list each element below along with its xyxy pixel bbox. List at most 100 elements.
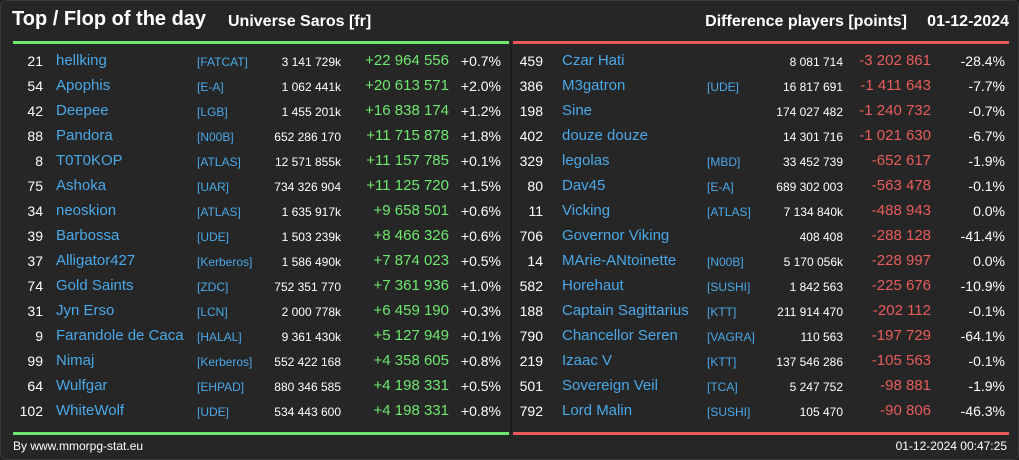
player-points: 2 000 778k (281, 305, 341, 319)
player-points: 5 170 056k (783, 255, 843, 269)
alliance-tag-link[interactable]: [E-A] (707, 180, 734, 194)
alliance-tag-link[interactable]: [KTT] (707, 355, 737, 369)
player-name-link[interactable]: legolas (562, 152, 610, 169)
player-name-link[interactable]: Czar Hati (562, 52, 625, 69)
player-points: 1 503 239k (281, 230, 341, 244)
flop-row: 706 Governor Viking 408 408 -288 128 -41.4% (513, 223, 1013, 248)
alliance-tag-link[interactable]: [Kerberos] (197, 355, 253, 369)
player-name-link[interactable]: Gold Saints (56, 277, 134, 294)
percent-change: -10.9% (960, 278, 1005, 294)
flop-row: 790 Chancellor Seren [VAGRA] 110 563 -197 72… (513, 323, 1013, 348)
alliance-tag-link[interactable]: [SUSHI] (707, 280, 751, 294)
alliance-tag-link[interactable]: [LGB] (197, 105, 228, 119)
player-points: 689 302 003 (776, 180, 843, 194)
alliance-tag-link[interactable]: [UAR] (197, 180, 230, 194)
alliance-tag-link[interactable]: [LCN] (197, 305, 228, 319)
player-rank: 582 (519, 278, 543, 294)
player-name-link[interactable]: MArie-ANtoinette (562, 252, 677, 269)
points-difference: -105 563 (871, 352, 931, 369)
alliance-tag-link[interactable]: [UDE] (197, 405, 230, 419)
points-difference: +4 198 331 (373, 377, 450, 394)
player-name-link[interactable]: Lord Malin (562, 402, 633, 419)
player-name-link[interactable]: Apophis (56, 77, 111, 94)
top-players-list: 21 hellking [FATCAT] 3 141 729k +22 964 556 +… (9, 48, 509, 423)
percent-change: +0.6% (460, 203, 501, 219)
player-name-link[interactable]: Sine (562, 102, 593, 119)
page-title: Top / Flop of the day (12, 8, 207, 30)
top-row: 9 Farandole de Caca [HALAL] 9 361 430k +5 12… (9, 323, 509, 348)
percent-change: -0.7% (968, 103, 1005, 119)
alliance-tag-link[interactable]: [ATLAS] (707, 205, 751, 219)
player-name-link[interactable]: Governor Viking (562, 227, 670, 244)
player-name-link[interactable]: Jyn Erso (56, 302, 115, 319)
player-rank: 329 (519, 153, 543, 169)
top-accent-bar (13, 41, 509, 44)
player-rank: 198 (519, 103, 543, 119)
player-name-link[interactable]: neoskion (56, 202, 117, 219)
points-difference: +6 459 190 (373, 302, 450, 319)
player-name-link[interactable]: Alligator427 (56, 252, 136, 269)
player-rank: 74 (27, 278, 43, 294)
player-points: 3 141 729k (281, 55, 341, 69)
alliance-tag-link[interactable]: [N00B] (197, 130, 234, 144)
player-name-link[interactable]: Wulfgar (56, 377, 108, 394)
player-name-link[interactable]: Captain Sagittarius (562, 302, 689, 319)
alliance-tag-link[interactable]: [SUSHI] (707, 405, 751, 419)
alliance-tag-link[interactable]: [Kerberos] (197, 255, 253, 269)
player-name-link[interactable]: douze douze (562, 127, 648, 144)
player-name-link[interactable]: hellking (56, 52, 107, 69)
alliance-tag-link[interactable]: [N00B] (707, 255, 744, 269)
percent-change: -0.1% (968, 353, 1005, 369)
player-points: 652 286 170 (274, 130, 341, 144)
player-name-link[interactable]: Dav45 (562, 177, 606, 194)
top-row: 54 Apophis [E-A] 1 062 441k +20 613 571 +2.0% (9, 73, 509, 98)
player-rank: 64 (27, 378, 43, 394)
player-points: 1 455 201k (281, 105, 341, 119)
player-name-link[interactable]: Farandole de Caca (56, 327, 184, 344)
player-rank: 80 (527, 178, 543, 194)
alliance-tag-link[interactable]: [TCA] (707, 380, 738, 394)
alliance-tag-link[interactable]: [HALAL] (197, 330, 242, 344)
percent-change: -6.7% (968, 128, 1005, 144)
points-difference: +7 874 023 (373, 252, 450, 269)
player-name-link[interactable]: Izaac V (562, 352, 613, 369)
alliance-tag-link[interactable]: [ZDC] (197, 280, 229, 294)
player-name-link[interactable]: Ashoka (56, 177, 107, 194)
alliance-tag-link[interactable]: [ATLAS] (197, 155, 241, 169)
percent-change: +0.3% (460, 303, 501, 319)
player-name-link[interactable]: Sovereign Veil (562, 377, 658, 394)
alliance-tag-link[interactable]: [EHPAD] (197, 380, 245, 394)
top-row: 74 Gold Saints [ZDC] 752 351 770 +7 361 936 +… (9, 273, 509, 298)
points-difference: -225 676 (871, 277, 931, 294)
alliance-tag-link[interactable]: [UDE] (707, 80, 740, 94)
top-row: 75 Ashoka [UAR] 734 326 904 +11 125 720 +1.5% (9, 173, 509, 198)
alliance-tag-link[interactable]: [FATCAT] (197, 55, 248, 69)
alliance-tag-link[interactable]: [E-A] (197, 80, 224, 94)
alliance-tag-link[interactable]: [UDE] (197, 230, 230, 244)
player-points: 1 842 563 (789, 280, 843, 294)
points-difference: +4 358 605 (373, 352, 450, 369)
top-row: 88 Pandora [N00B] 652 286 170 +11 715 878 +1.… (9, 123, 509, 148)
player-name-link[interactable]: WhiteWolf (56, 402, 125, 419)
alliance-tag-link[interactable]: [VAGRA] (707, 330, 755, 344)
player-name-link[interactable]: T0T0KOP (56, 152, 123, 169)
player-name-link[interactable]: Deepee (56, 102, 109, 119)
footer-timestamp: 01-12-2024 00:47:25 (895, 439, 1007, 453)
player-name-link[interactable]: Nimaj (56, 352, 95, 369)
flop-row: 14 MArie-ANtoinette [N00B] 5 170 056k -228 9… (513, 248, 1013, 273)
alliance-tag-link[interactable]: [MBD] (707, 155, 741, 169)
player-name-link[interactable]: Pandora (56, 127, 113, 144)
points-difference: -202 112 (872, 302, 931, 319)
player-name-link[interactable]: M3gatron (562, 77, 626, 94)
player-rank: 102 (19, 403, 43, 419)
player-name-link[interactable]: Horehaut (562, 277, 624, 294)
alliance-tag-link[interactable]: [ATLAS] (197, 205, 241, 219)
points-difference: -563 478 (871, 177, 931, 194)
player-name-link[interactable]: Barbossa (56, 227, 120, 244)
player-name-link[interactable]: Vicking (562, 202, 611, 219)
alliance-tag-link[interactable]: [KTT] (707, 305, 737, 319)
percent-change: +0.1% (460, 153, 501, 169)
percent-change: -0.1% (968, 178, 1005, 194)
points-difference: -228 997 (871, 252, 931, 269)
player-name-link[interactable]: Chancellor Seren (562, 327, 678, 344)
